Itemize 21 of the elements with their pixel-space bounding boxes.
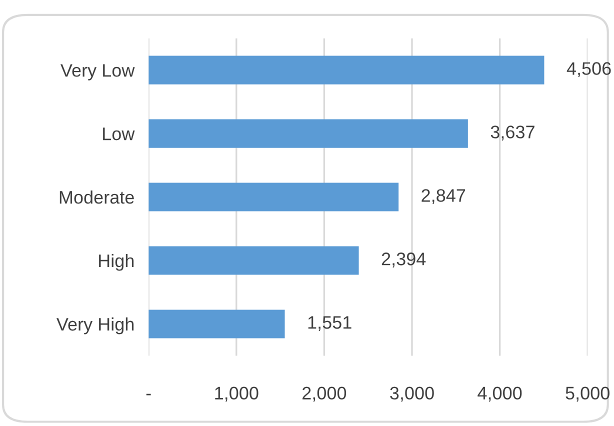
bar [148, 56, 544, 84]
bar [148, 119, 468, 148]
y-tick-label: Low [103, 128, 135, 140]
y-tick-label: Very Low [60, 64, 135, 80]
y-tick-label: Very High [56, 317, 134, 334]
bar [148, 310, 285, 338]
x-tick-label: 3,000 [390, 386, 434, 402]
x-tick-label: - [146, 394, 151, 396]
data-label: 1,551 [308, 316, 352, 331]
bar [148, 182, 399, 212]
x-tick-label: 4,000 [478, 386, 522, 402]
data-label: 2,847 [422, 189, 466, 204]
x-tick-label: 5,000 [566, 386, 610, 402]
y-tick-label: Moderate [60, 190, 134, 204]
x-tick-label: 2,000 [302, 386, 346, 402]
data-label: 4,506 [566, 62, 611, 78]
data-label: 2,394 [382, 252, 426, 268]
data-label: 3,637 [490, 126, 534, 141]
y-tick-label: High [99, 254, 134, 271]
x-tick-label: 1,000 [215, 386, 258, 402]
bar [148, 246, 359, 275]
